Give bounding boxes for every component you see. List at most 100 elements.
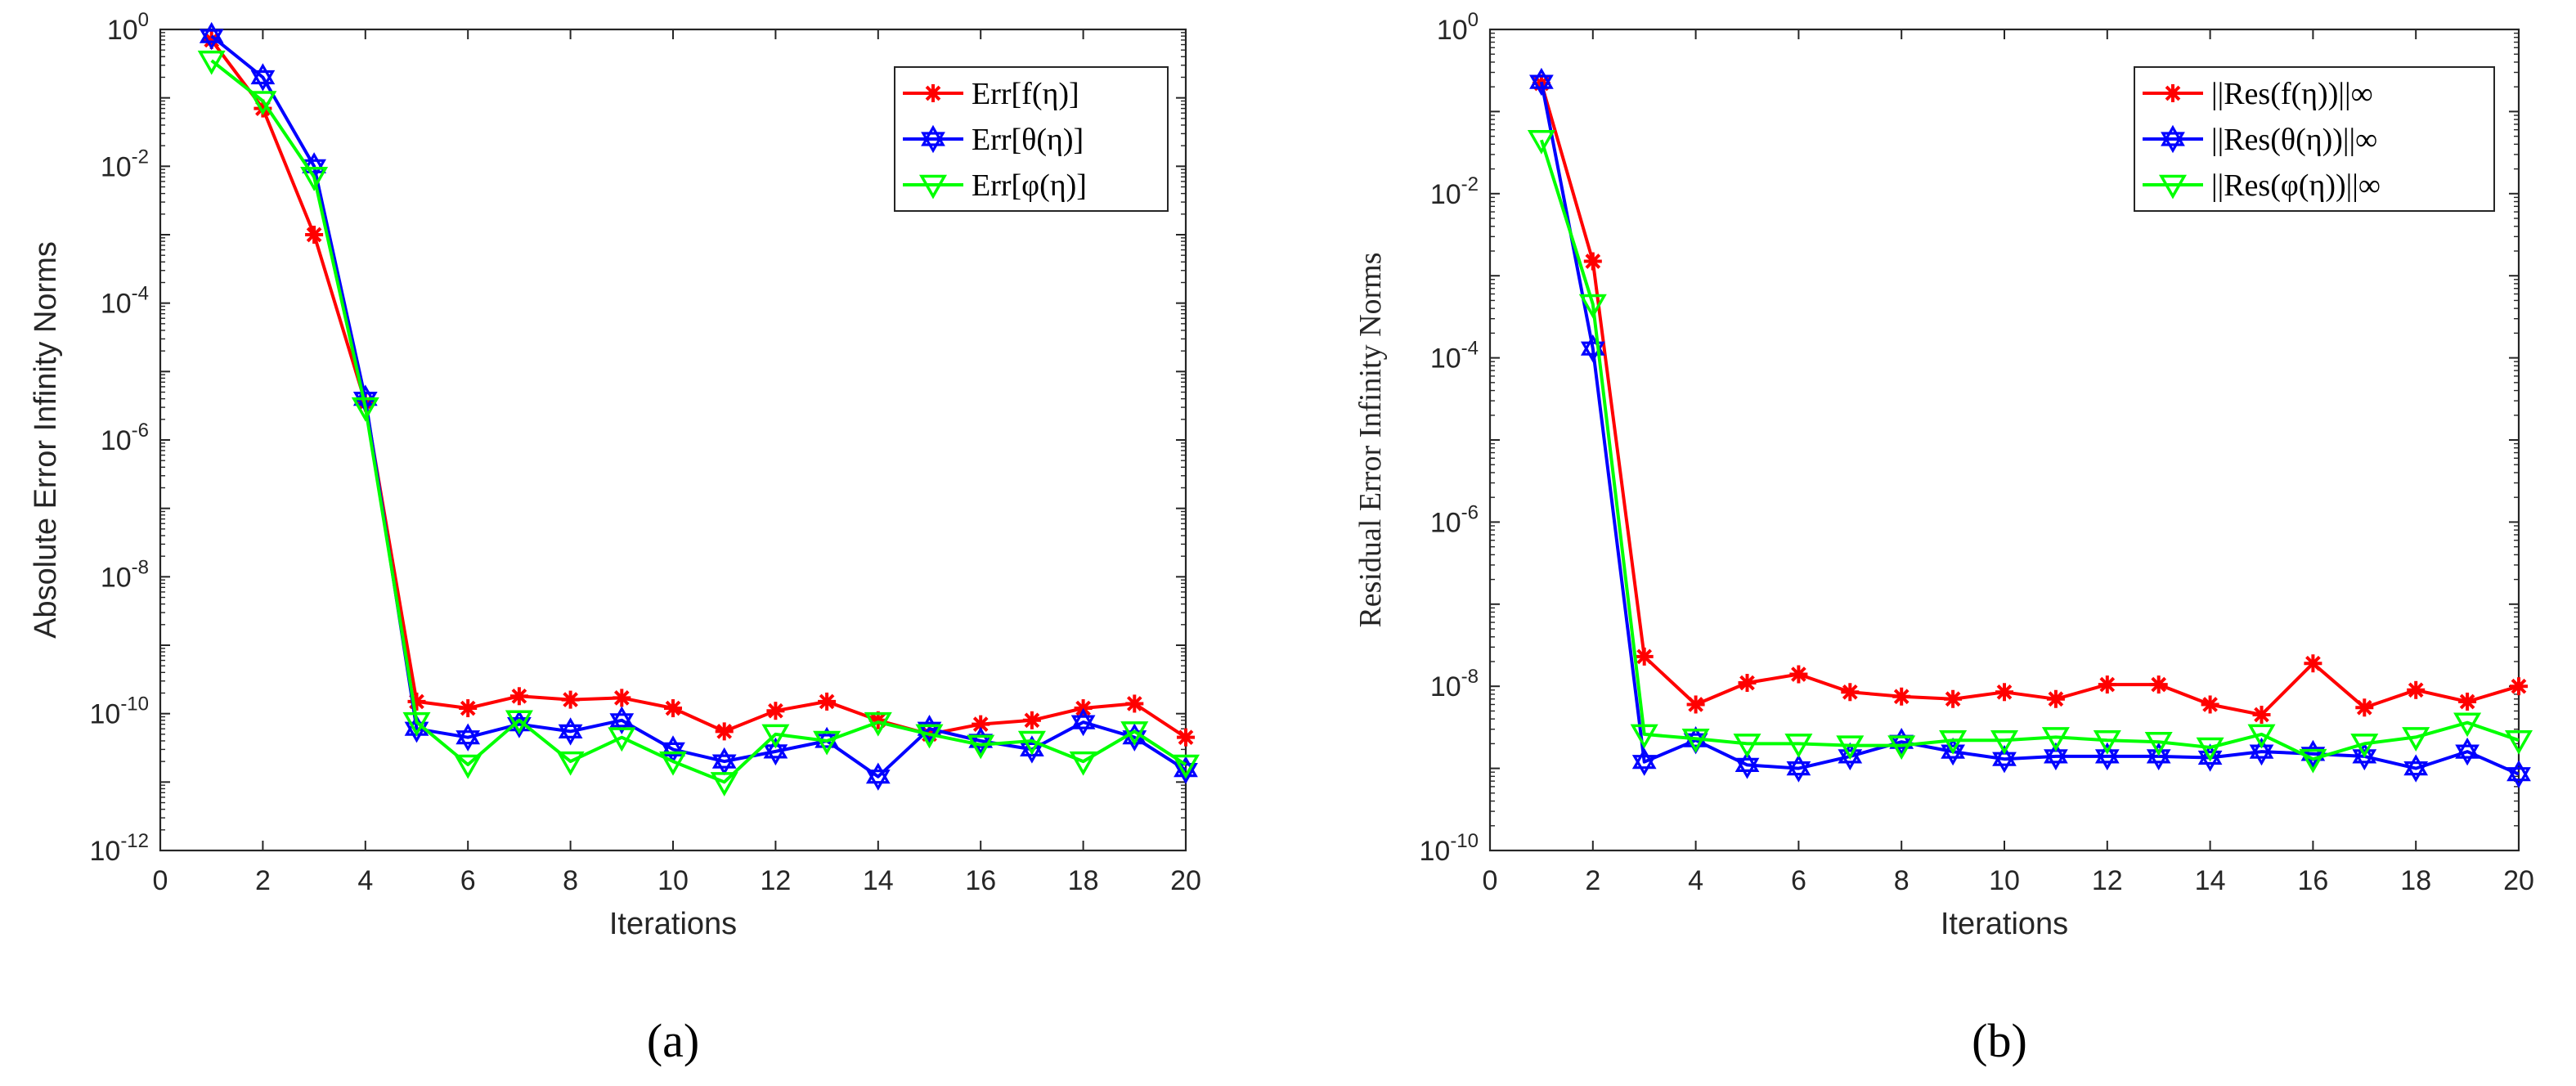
data-point-theta <box>1941 737 1965 766</box>
data-point-phi <box>1578 294 1607 319</box>
data-point-phi <box>813 730 841 756</box>
data-point-phi <box>1733 734 1761 758</box>
data-point-f <box>766 702 785 720</box>
chart-b: 0 2 4 6 8 10 12 14 16 18 20 100 10-2 10-4 10-6 10-8 10-1… <box>1353 9 2534 1067</box>
x-axis-label: Iterations <box>1941 907 2068 941</box>
data-point-phi <box>556 751 585 776</box>
x-tick-label: 6 <box>460 865 476 896</box>
data-point-phi <box>915 724 944 749</box>
data-point-f <box>1022 711 1041 729</box>
legend-label: ||Res(f(η))||∞ <box>2211 77 2373 111</box>
x-tick-label: 12 <box>760 865 791 896</box>
x-tick-label: 20 <box>1170 865 1201 896</box>
x-tick-label: 14 <box>2195 865 2226 896</box>
data-point-f <box>305 226 324 244</box>
x-tick-label: 12 <box>2092 865 2123 896</box>
data-point-theta <box>2506 760 2531 788</box>
data-point-phi <box>2350 734 2379 758</box>
y-tick-label: 10-2 <box>1430 173 1479 210</box>
data-point-f <box>2252 706 2271 725</box>
data-point-phi <box>1069 751 1097 776</box>
legend-marker <box>2161 124 2185 154</box>
data-point-phi <box>2247 724 2276 749</box>
x-axis-label: Iterations <box>609 907 737 941</box>
data-point-phi <box>1784 734 1813 758</box>
series-line-phi <box>1539 139 2520 761</box>
data-point-phi <box>1017 730 1046 756</box>
data-point-f <box>509 687 528 706</box>
y-tick-label: 10-8 <box>101 556 149 593</box>
x-tick-label: 18 <box>2400 865 2431 896</box>
legend-label: Err[φ(η)] <box>972 168 1087 203</box>
data-point-theta <box>1070 707 1096 737</box>
x-tick-label: 8 <box>1894 865 1910 896</box>
data-point-theta <box>456 723 481 752</box>
data-point-f <box>2046 689 2065 708</box>
data-point-theta <box>558 717 583 746</box>
x-tick-label: 10 <box>1989 865 2020 896</box>
data-point-theta <box>1631 747 1657 776</box>
data-point-theta <box>2403 754 2429 783</box>
data-point-theta <box>1786 754 1811 783</box>
data-point-theta <box>250 63 276 92</box>
data-point-phi <box>2196 737 2224 762</box>
data-point-f <box>613 689 631 707</box>
data-point-f <box>1841 683 1860 702</box>
data-point-phi <box>1527 129 1555 155</box>
data-point-phi <box>2402 727 2430 752</box>
data-point-phi <box>2504 729 2533 755</box>
data-point-theta <box>865 762 891 791</box>
y-tick-label: 10-10 <box>89 693 149 730</box>
legend-marker <box>924 84 942 102</box>
data-point-phi <box>608 727 636 752</box>
y-tick-label: 10-4 <box>1430 338 1479 375</box>
data-point-f <box>818 692 837 711</box>
panel-label: (b) <box>1972 1014 2027 1067</box>
data-point-phi <box>454 754 482 779</box>
x-tick-label: 0 <box>1483 865 1498 896</box>
data-point-phi <box>864 711 892 737</box>
legend-label: Err[θ(η)] <box>972 123 1084 157</box>
series-line-phi <box>210 59 1187 784</box>
data-point-theta <box>1529 67 1554 96</box>
data-point-phi <box>351 397 379 422</box>
data-point-f <box>2407 680 2426 699</box>
data-point-phi <box>1630 724 1658 749</box>
legend-marker <box>918 174 948 200</box>
data-point-f <box>664 699 682 718</box>
data-point-f <box>1738 674 1757 693</box>
data-point-phi <box>249 91 277 116</box>
data-point-phi <box>710 772 738 797</box>
legend-label: ||Res(φ(η))||∞ <box>2211 168 2381 203</box>
series-line-f <box>1539 83 2520 716</box>
data-point-phi <box>761 724 790 749</box>
data-point-f <box>1995 683 2013 702</box>
x-tick-label: 0 <box>153 865 168 896</box>
data-point-phi <box>967 734 995 760</box>
data-point-f <box>2149 675 2168 694</box>
legend-marker <box>2158 174 2188 200</box>
data-point-theta <box>2455 737 2480 766</box>
data-point-f <box>2304 654 2322 673</box>
y-tick-label: 10-6 <box>1430 501 1479 538</box>
y-axis-label: Residual Error Infinity Norms <box>1353 252 1388 627</box>
data-point-phi <box>300 167 329 191</box>
data-point-f <box>1635 647 1654 666</box>
legend: Err[f(η)] Err[θ(η)] Err[φ(η)] <box>894 66 1169 212</box>
data-point-phi <box>1836 735 1865 761</box>
y-tick-label: 10-12 <box>89 830 149 867</box>
data-point-phi <box>1939 729 1968 755</box>
data-point-phi <box>402 711 431 737</box>
y-tick-label: 10-10 <box>1419 830 1479 867</box>
data-point-theta <box>2197 743 2223 772</box>
data-point-f <box>2510 677 2528 696</box>
legend-label: ||Res(θ(η))||∞ <box>2211 123 2377 157</box>
data-point-phi <box>1120 721 1149 746</box>
x-tick-label: 6 <box>1791 865 1806 896</box>
data-point-f <box>561 690 580 709</box>
x-tick-label: 2 <box>1585 865 1600 896</box>
x-tick-label: 20 <box>2503 865 2534 896</box>
x-tick-label: 8 <box>563 865 578 896</box>
data-point-f <box>1583 252 1602 271</box>
